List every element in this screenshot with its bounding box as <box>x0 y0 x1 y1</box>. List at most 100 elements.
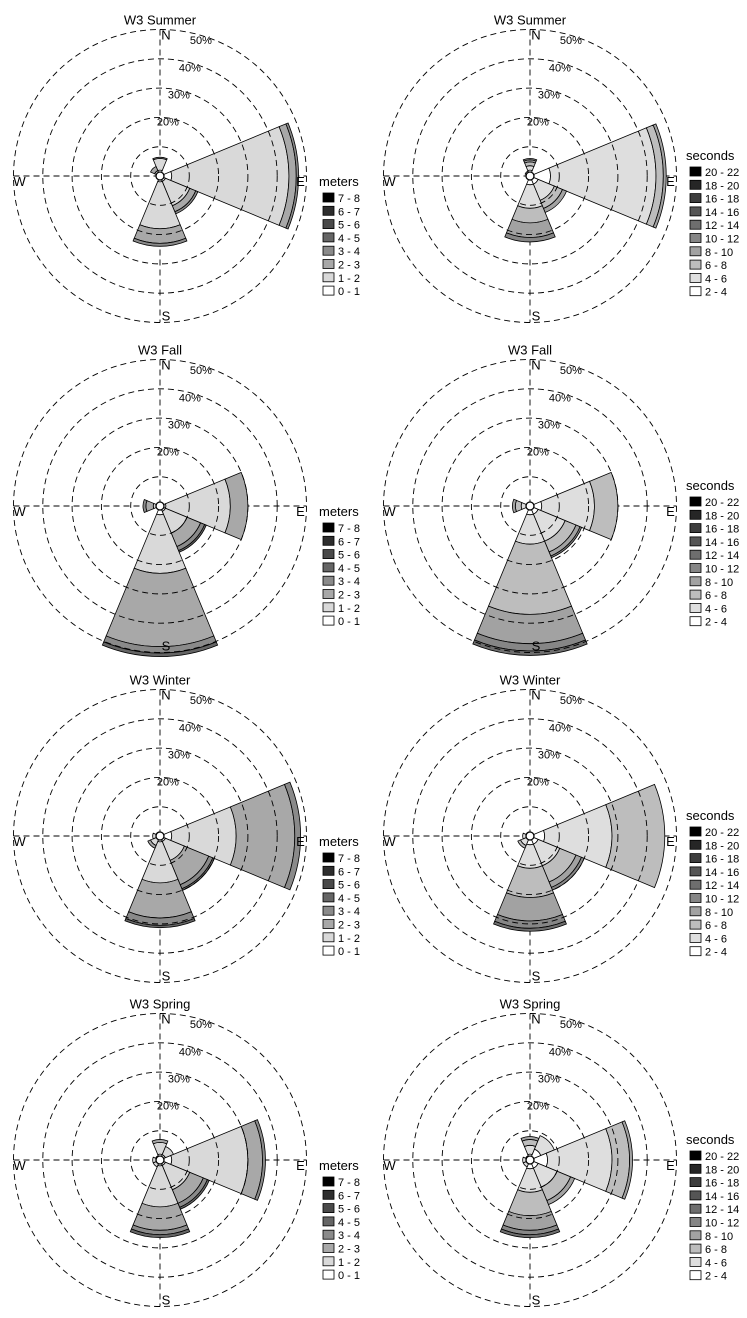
grid-ring-40 <box>412 1042 648 1278</box>
legend-swatch <box>689 946 702 957</box>
legend-label: 16 - 18 <box>705 524 739 536</box>
bar-s-4 <box>124 918 196 929</box>
wind-rose-3: W3 Fall 20% 30% 40% 50% N E S W meters 7 - 86 - 7 5… <box>13 343 360 658</box>
legend-title: meters <box>319 504 359 519</box>
compass-label-e: E <box>296 1158 305 1173</box>
legend-label: 2 - 4 <box>705 1271 727 1283</box>
grid-ring-40 <box>412 388 648 624</box>
legend-label: 6 - 8 <box>705 1244 727 1256</box>
grid-ring-40 <box>42 718 278 954</box>
compass-label-e: E <box>666 504 675 519</box>
bar-s-4 <box>504 232 556 243</box>
compass-label-e: E <box>296 834 305 849</box>
compass-label-n: N <box>531 358 540 373</box>
legend-label: 3 - 4 <box>338 906 360 918</box>
ring-label: 30% <box>168 90 190 102</box>
legend-label: 2 - 3 <box>338 1244 360 1256</box>
compass-label-w: W <box>383 834 396 849</box>
compass-label-s: S <box>532 309 541 324</box>
legend-title: seconds <box>686 1132 735 1147</box>
ring-label: 40% <box>549 392 571 404</box>
legend-label: 14 - 16 <box>705 537 739 549</box>
legend-swatch <box>322 535 335 546</box>
bar-e-1 <box>170 126 290 226</box>
legend-swatch <box>322 549 335 559</box>
legend-swatch <box>689 179 702 190</box>
chart-title: W3 Spring <box>130 997 191 1012</box>
legend-label: 3 - 4 <box>338 246 360 258</box>
legend-label: 7 - 8 <box>338 1177 360 1189</box>
compass-label-n: N <box>161 28 170 43</box>
grid-ring-10 <box>500 146 560 206</box>
grid-ring-40 <box>42 388 278 624</box>
legend-swatch <box>689 1177 702 1187</box>
grid-ring-40 <box>412 718 648 954</box>
legend-swatch <box>689 1270 702 1281</box>
legend-swatch <box>322 892 335 903</box>
legend-label: 12 - 14 <box>705 1204 739 1216</box>
compass-label-w: W <box>383 504 396 519</box>
grid-ring-50 <box>13 29 307 323</box>
grid-ring-40 <box>42 58 278 294</box>
legend-swatch <box>322 192 335 203</box>
legend-label: 4 - 6 <box>705 603 727 615</box>
compass-label-s: S <box>162 969 171 984</box>
chart-title: W3 Winter <box>130 673 191 688</box>
legend-label: 3 - 4 <box>338 576 360 588</box>
legend-swatch <box>689 286 702 297</box>
legend-swatch <box>689 1230 702 1241</box>
legend-label: 4 - 6 <box>705 1257 727 1269</box>
compass-label-w: W <box>13 504 26 519</box>
compass-label-w: W <box>383 1158 396 1173</box>
ring-label: 20% <box>527 1101 549 1113</box>
ring-label: 20% <box>157 1101 179 1113</box>
grid-ring-20 <box>100 1100 220 1220</box>
legend-label: 0 - 1 <box>338 1270 360 1282</box>
legend-label: 5 - 6 <box>338 880 360 892</box>
legend-label: 6 - 8 <box>705 260 727 272</box>
ring-label: 40% <box>179 392 201 404</box>
grid-ring-30 <box>71 1071 249 1249</box>
legend-swatch <box>322 575 335 586</box>
grid-ring-10 <box>130 476 190 536</box>
legend-swatch <box>689 919 702 930</box>
legend-label: 20 - 22 <box>705 1151 739 1163</box>
grid-ring-50 <box>383 359 677 653</box>
legend-swatch <box>689 166 702 177</box>
grid-ring-30 <box>441 417 619 595</box>
legend-label: 4 - 5 <box>338 1217 360 1229</box>
legend-label: 4 - 6 <box>705 933 727 945</box>
bar-w-2 <box>514 499 523 513</box>
ring-label: 20% <box>527 777 549 789</box>
bar-s-5 <box>499 1228 561 1238</box>
ring-label: 40% <box>179 722 201 734</box>
bar-e-3 <box>652 123 667 229</box>
grid-ring-50 <box>383 29 677 323</box>
legend-swatch <box>689 589 702 600</box>
legend-label: 6 - 7 <box>338 1190 360 1202</box>
legend-label: 2 - 3 <box>338 260 360 272</box>
compass-label-s: S <box>162 639 171 654</box>
legend-label: 8 - 10 <box>705 247 733 259</box>
ring-label: 50% <box>190 365 212 377</box>
bar-s-5 <box>472 639 588 656</box>
ring-label: 30% <box>168 1074 190 1086</box>
legend-label: 1 - 2 <box>338 933 360 945</box>
legend-label: 6 - 7 <box>338 536 360 548</box>
legend-label: 2 - 4 <box>705 617 727 629</box>
legend-label: 12 - 14 <box>705 550 739 562</box>
bar-s-2 <box>132 1202 188 1231</box>
compass-label-s: S <box>162 1293 171 1308</box>
bar-e-2 <box>605 783 666 889</box>
legend-label: 18 - 20 <box>705 840 739 852</box>
grid-ring-50 <box>13 359 307 653</box>
legend-swatch <box>322 285 335 296</box>
legend-label: 14 - 16 <box>705 1191 739 1203</box>
bar-s-4 <box>129 1228 191 1238</box>
legend-swatch <box>322 205 335 216</box>
legend-label: 5 - 6 <box>338 550 360 562</box>
legend-title: seconds <box>686 478 735 493</box>
ring-label: 50% <box>190 35 212 47</box>
legend-title: seconds <box>686 148 735 163</box>
legend-swatch <box>322 259 335 269</box>
